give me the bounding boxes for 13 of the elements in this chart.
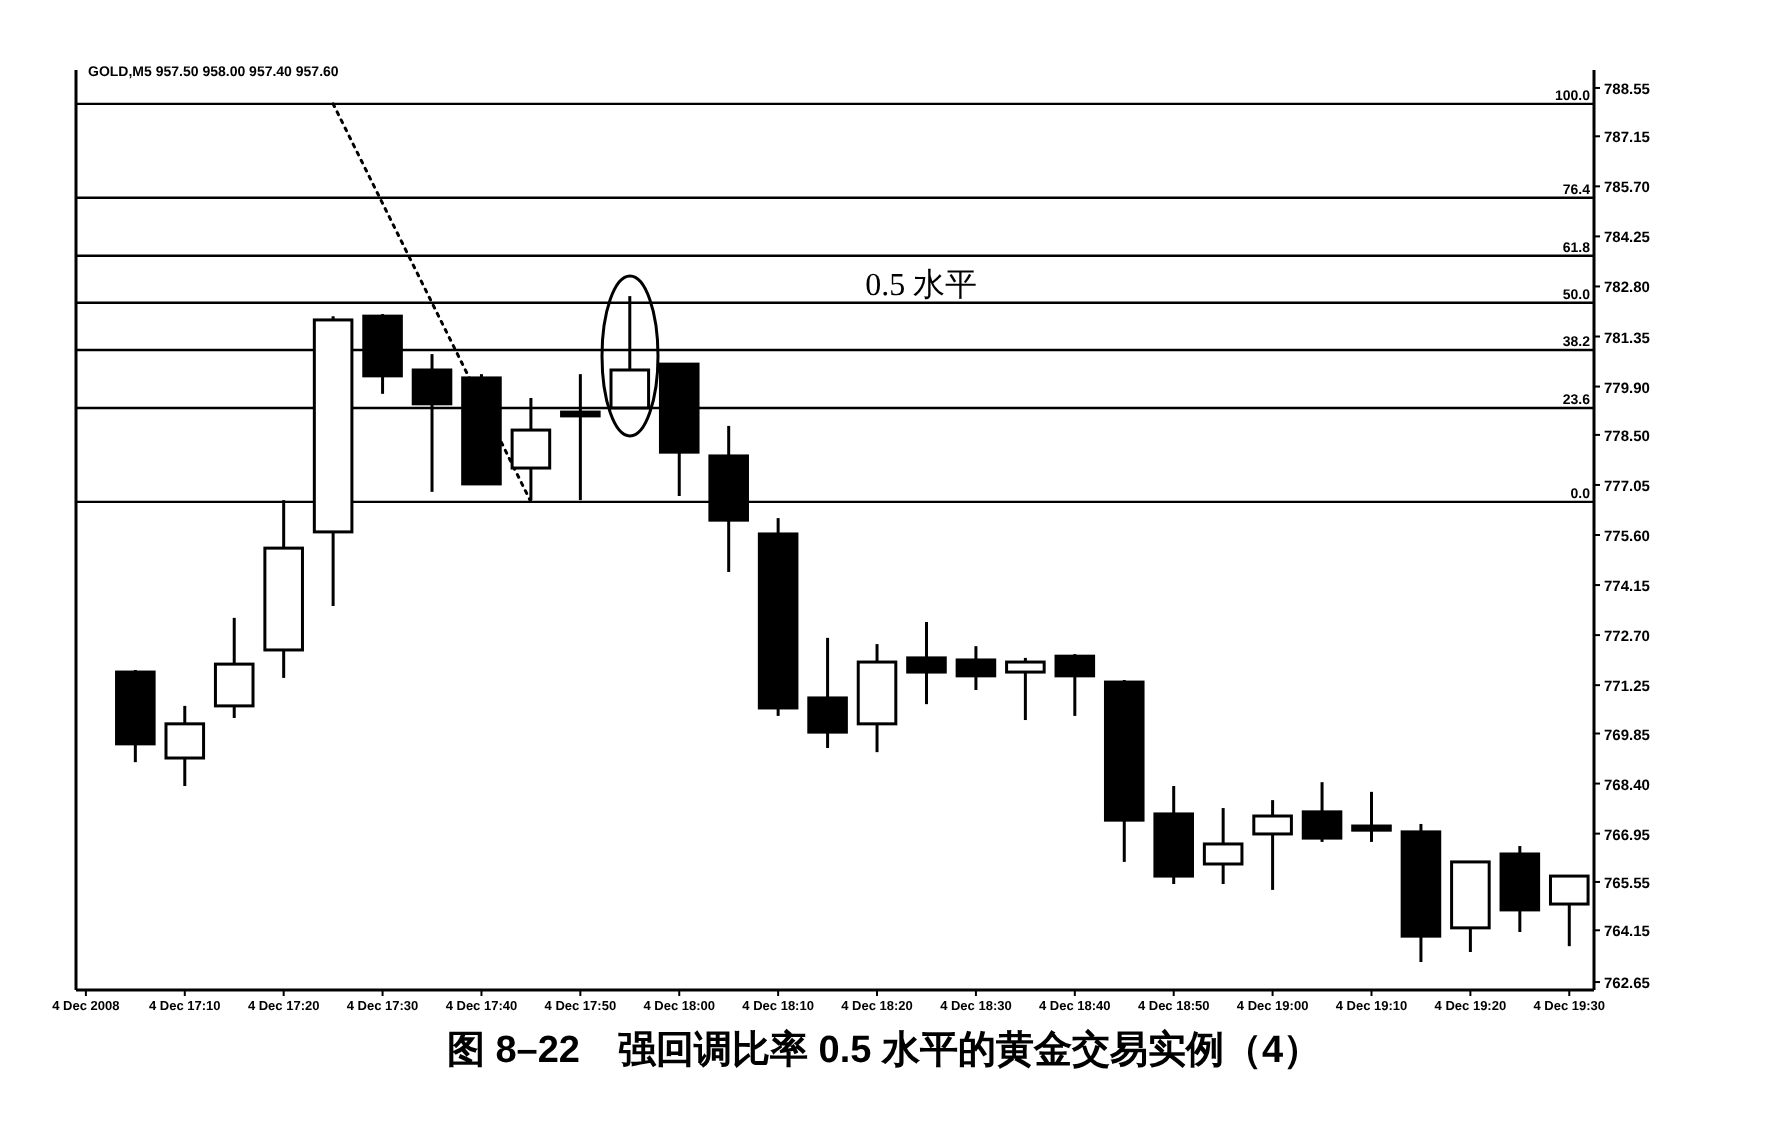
candlestick — [1005, 656, 1046, 722]
annotation: 0.5 水平 — [865, 266, 978, 303]
candlestick — [1252, 798, 1293, 892]
candlestick — [955, 644, 997, 692]
text: 图 8–22 强回调比率 0.5 水平的黄金交易实例（4） — [446, 1028, 1322, 1072]
candlestick — [1301, 780, 1343, 844]
candlestick — [213, 616, 255, 720]
candlestick — [164, 704, 206, 788]
candlestick — [1351, 790, 1392, 844]
candlestick — [807, 636, 848, 750]
candlestick — [906, 620, 947, 706]
candlestick — [1202, 806, 1244, 886]
candlestick — [1054, 652, 1096, 718]
